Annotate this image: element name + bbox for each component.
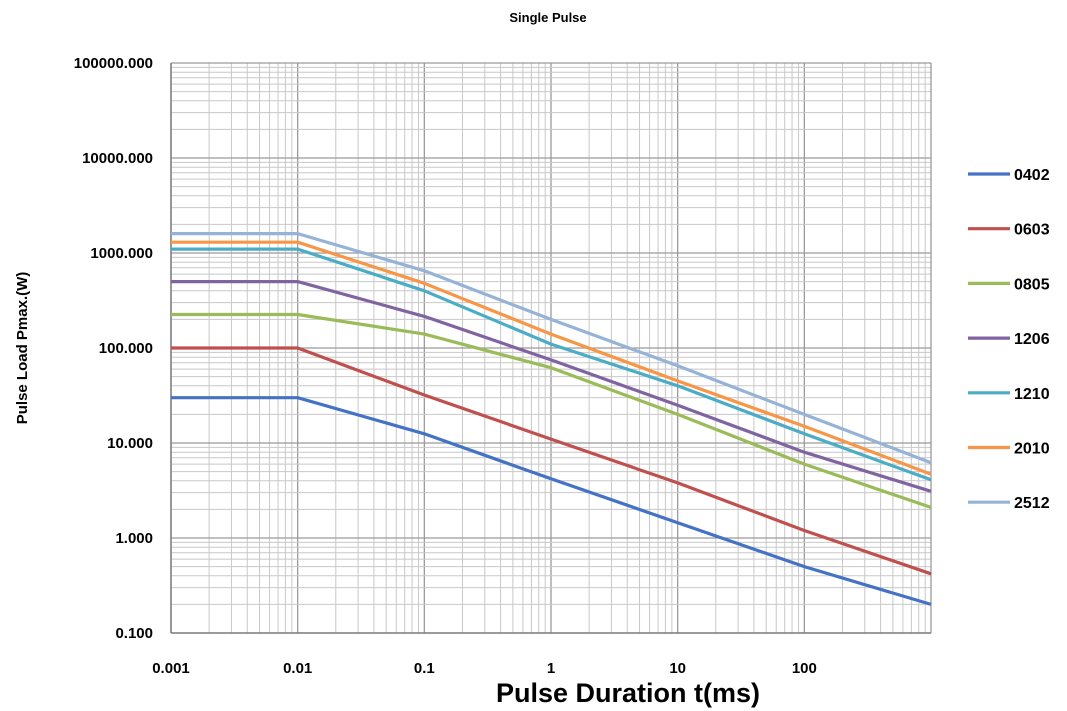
legend-label-2512: 2512	[1014, 495, 1050, 512]
y-tick-label: 1.000	[115, 530, 153, 547]
x-tick-label: 100	[792, 660, 817, 677]
series-line-2010	[171, 240, 932, 476]
series-line-0805	[171, 312, 932, 509]
y-axis-title: Pulse Load Pmax.(W)	[14, 272, 31, 425]
y-tick-label: 10.000	[107, 435, 153, 452]
y-tick-labels: 100000.000 10000.000 1000.000 100.000 10.000…	[74, 55, 153, 642]
y-tick-label: 0.100	[115, 625, 153, 642]
x-tick-label: 10	[669, 660, 686, 677]
x-tick-label: 0.1	[414, 660, 435, 677]
x-tick-labels: 0.001 0.01 0.1 1 10 100	[152, 660, 817, 677]
legend-label-0402: 0402	[1014, 167, 1050, 184]
legend-label-0805: 0805	[1014, 276, 1050, 293]
x-tick-label: 0.001	[152, 660, 190, 677]
series-line-0402	[171, 396, 932, 606]
y-tick-label: 100000.000	[74, 55, 153, 72]
y-tick-label: 1000.000	[90, 245, 153, 262]
x-tick-label: 0.01	[283, 660, 312, 677]
legend: 0402 0603 0805 1206 1210 2010 2512	[968, 167, 1050, 512]
legend-label-2010: 2010	[1014, 441, 1050, 458]
chart-title: Single Pulse	[509, 10, 586, 25]
series-line-1210	[171, 247, 932, 482]
grid	[170, 62, 932, 634]
y-tick-label: 10000.000	[82, 150, 153, 167]
x-axis-title: Pulse Duration t(ms)	[496, 678, 760, 708]
legend-label-1210: 1210	[1014, 386, 1050, 403]
y-tick-label: 100.000	[99, 340, 153, 357]
series-line-2512	[171, 232, 932, 465]
legend-label-0603: 0603	[1014, 222, 1050, 239]
series-line-0603	[171, 346, 932, 576]
x-tick-label: 1	[547, 660, 555, 677]
legend-label-1206: 1206	[1014, 331, 1050, 348]
series-line-1206	[171, 280, 932, 493]
series-lines	[171, 232, 932, 606]
